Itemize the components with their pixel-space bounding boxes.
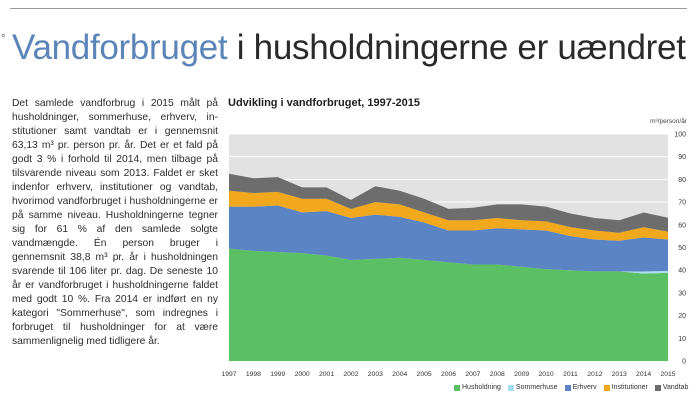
legend-swatch (454, 384, 460, 391)
legend-swatch (507, 384, 514, 391)
x-tick-label: 2015 (660, 371, 675, 378)
x-tick-label: 2014 (636, 371, 651, 378)
x-tick-label: 2004 (392, 371, 407, 378)
x-tick-label: 1997 (221, 371, 236, 378)
y-tick-label: 0 (682, 359, 686, 366)
x-tick-label: 2003 (368, 371, 383, 378)
x-tick-label: 2011 (563, 371, 578, 378)
legend-swatch (654, 384, 661, 391)
legend-item: Vandtab (654, 384, 689, 391)
chart-title: Udvikling i vandforbruget, 1997-2015 (228, 97, 420, 109)
x-tick-label: 2009 (514, 371, 529, 378)
x-tick-label: 2013 (612, 371, 627, 378)
x-tick-label: 2000 (295, 371, 310, 378)
body-text: Det samlede vandforbrug i 2015 målt på h… (12, 98, 218, 347)
y-tick-label: 60 (678, 222, 686, 229)
legend-item: Sommerhuse (507, 384, 558, 391)
y-tick-label: 10 (678, 336, 686, 343)
headline-rest: i husholdningerne er uændret (227, 28, 686, 67)
legend-label: Vandtab (662, 384, 689, 391)
y-tick-label: 30 (678, 290, 686, 297)
legend-swatch (564, 384, 571, 391)
series-area-husholdning (229, 248, 668, 361)
page-headline: Vandforbruget i husholdningerne er uændr… (12, 28, 686, 68)
x-tick-label: 2008 (490, 371, 505, 378)
legend-swatch (603, 384, 610, 391)
y-tick-label: 80 (678, 177, 686, 184)
legend-label: Husholdning (462, 384, 501, 391)
y-tick-label: 90 (678, 154, 686, 161)
legend-label: Sommerhuse (515, 384, 558, 391)
x-tick-label: 2007 (465, 371, 480, 378)
top-rule (10, 8, 687, 9)
corner-mark: ° (1, 33, 6, 45)
y-tick-label: 100 (674, 132, 686, 139)
series-area-vandtab (229, 173, 668, 233)
y-tick-label: 70 (678, 200, 686, 207)
legend-item: Husholdning (454, 384, 501, 391)
x-tick-label: 2006 (441, 371, 456, 378)
series-area-erhverv (229, 205, 668, 272)
x-tick-label: 1999 (270, 371, 285, 378)
chart-legend: Husholdning Sommerhuse Erhverv Institutione… (454, 384, 688, 391)
x-tick-label: 1998 (246, 371, 261, 378)
legend-label: Institutioner (611, 384, 648, 391)
series-area-institutioner (229, 190, 668, 241)
x-tick-label: 2012 (587, 371, 602, 378)
y-tick-label: 40 (678, 268, 686, 275)
y-tick-label: 20 (678, 313, 686, 320)
x-tick-label: 2002 (343, 371, 358, 378)
headline-accent: Vandforbruget (12, 28, 228, 67)
legend-item: Institutioner (603, 384, 648, 391)
x-tick-label: 2010 (538, 371, 553, 378)
y-tick-label: 50 (678, 245, 686, 252)
y-axis-unit-label: m³/person/år (650, 118, 687, 125)
legend-item: Erhverv (564, 384, 597, 391)
legend-label: Erhverv (572, 384, 597, 391)
x-tick-label: 2001 (319, 371, 334, 378)
x-tick-label: 2005 (417, 371, 432, 378)
